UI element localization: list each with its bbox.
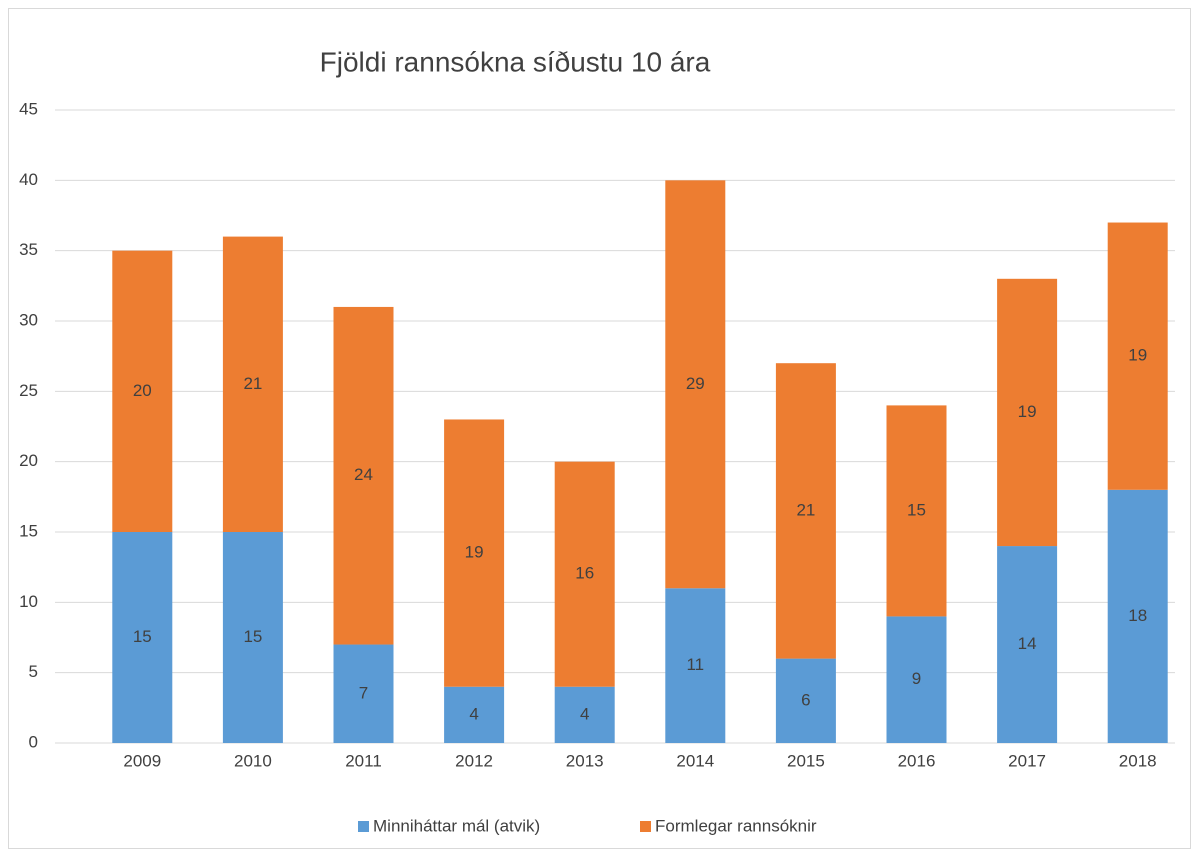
data-label: 15 (133, 627, 152, 646)
x-tick-label: 2012 (455, 751, 493, 770)
data-label: 21 (796, 500, 815, 519)
x-tick-label: 2013 (566, 751, 604, 770)
data-label: 19 (1128, 346, 1147, 365)
data-label: 18 (1128, 606, 1147, 625)
bar-segment (775, 658, 836, 743)
bar-segment (222, 236, 283, 532)
data-label: 7 (359, 683, 368, 702)
x-tick-label: 2011 (345, 751, 382, 770)
y-tick-label: 10 (19, 592, 38, 611)
bar-segment (997, 278, 1058, 547)
data-label: 24 (354, 465, 373, 484)
x-tick-label: 2018 (1119, 751, 1157, 770)
data-label: 15 (243, 627, 262, 646)
data-label: 4 (469, 704, 478, 723)
bar-segment (1107, 222, 1168, 490)
data-label: 6 (801, 690, 810, 709)
bar-segment (775, 363, 836, 659)
x-tick-label: 2009 (123, 751, 161, 770)
bar-segment (444, 686, 505, 743)
data-label: 29 (686, 374, 705, 393)
bar-segment (997, 546, 1058, 743)
legend-label: Formlegar rannsóknir (655, 816, 817, 835)
bar-segment (665, 588, 726, 743)
x-tick-label: 2016 (898, 751, 936, 770)
y-tick-label: 25 (19, 381, 38, 400)
x-tick-label: 2017 (1008, 751, 1046, 770)
data-label: 21 (243, 374, 262, 393)
bar-segment (886, 405, 947, 617)
data-label: 19 (1018, 402, 1037, 421)
x-tick-label: 2010 (234, 751, 272, 770)
legend-swatch (358, 821, 369, 832)
data-label: 16 (575, 564, 594, 583)
y-tick-label: 0 (29, 732, 38, 751)
chart-title: Fjöldi rannsókna síðustu 10 ára (320, 46, 711, 77)
legend-label: Minniháttar mál (atvik) (373, 816, 540, 835)
bar-segment (665, 180, 726, 589)
bar-segment (886, 616, 947, 743)
bar-segment (444, 419, 505, 687)
bar-segment (554, 686, 615, 743)
bar-segment (112, 532, 173, 743)
legend-swatch (640, 821, 651, 832)
bar-segment (333, 644, 394, 743)
data-label: 20 (133, 381, 152, 400)
y-tick-label: 20 (19, 451, 38, 470)
bar-segment (1107, 489, 1168, 743)
data-label: 11 (686, 655, 704, 674)
y-tick-label: 35 (19, 240, 38, 259)
bar-segment (112, 250, 173, 532)
bar-segment (222, 532, 283, 743)
data-label: 19 (465, 543, 484, 562)
x-tick-label: 2014 (676, 751, 714, 770)
data-label: 4 (580, 704, 589, 723)
x-tick-label: 2015 (787, 751, 825, 770)
y-tick-label: 15 (19, 521, 38, 540)
y-tick-label: 45 (19, 99, 38, 118)
y-tick-label: 5 (29, 662, 38, 681)
y-tick-label: 40 (19, 170, 38, 189)
data-label: 9 (912, 669, 921, 688)
data-label: 14 (1018, 634, 1037, 653)
bar-segment (333, 306, 394, 645)
y-tick-label: 30 (19, 310, 38, 329)
data-label: 15 (907, 500, 926, 519)
bar-segment (554, 461, 615, 687)
